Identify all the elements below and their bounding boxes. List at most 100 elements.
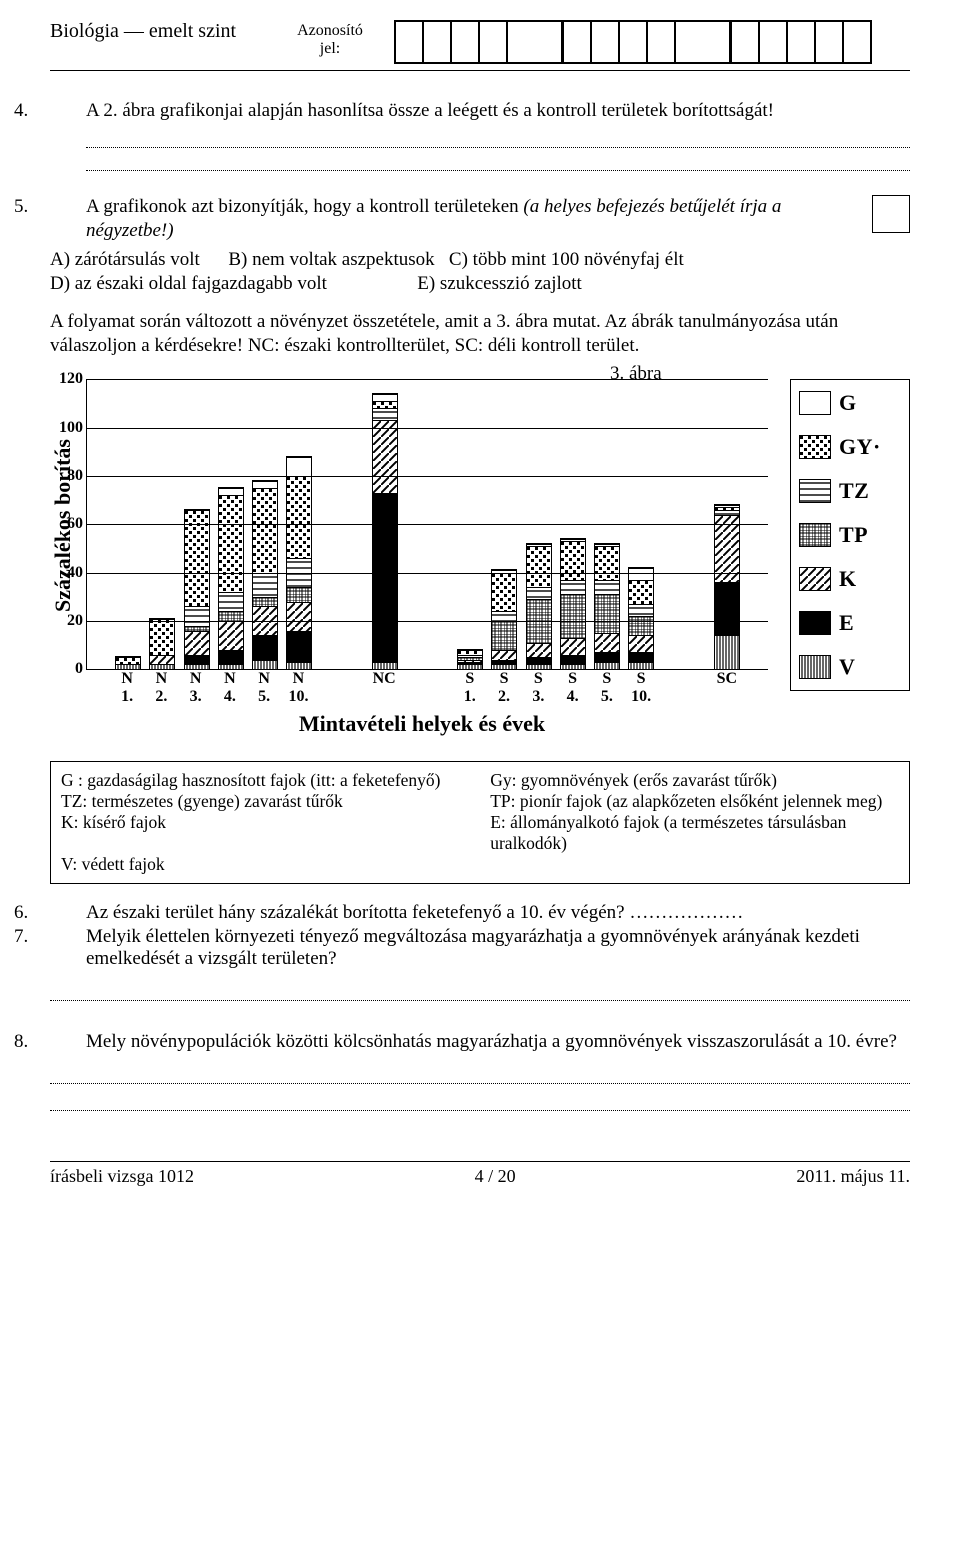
bar-segment-g [373, 394, 397, 401]
bar-segment-gy [116, 657, 140, 664]
question-5: 5.A grafikonok azt bizonyítják, hogy a k… [50, 195, 910, 296]
x-tick: S5. [590, 670, 624, 705]
footer-date: 2011. május 11. [796, 1166, 910, 1187]
bar-segment-v [595, 662, 619, 669]
bar [556, 538, 590, 669]
id-cell[interactable] [816, 22, 844, 62]
bar-segment-g [629, 568, 653, 580]
bar-segment-k [150, 655, 174, 665]
answer-line[interactable] [86, 147, 910, 148]
id-cell[interactable] [508, 22, 564, 62]
bar-segment-v [527, 664, 551, 669]
bar-segment-e [561, 655, 585, 665]
id-cell[interactable] [648, 22, 676, 62]
bar-segment-e [595, 652, 619, 662]
bar-segment-k [185, 631, 209, 655]
answer-line[interactable] [50, 1000, 910, 1001]
option-row: A) zárótársulás volt B) nem voltak aszpe… [50, 248, 860, 272]
bar-segment-tz [629, 604, 653, 616]
answer-line[interactable] [50, 1110, 910, 1111]
answer-line[interactable] [86, 170, 910, 171]
bar-segment-v [253, 660, 277, 670]
bar-segment-gy [561, 541, 585, 580]
id-cell[interactable] [788, 22, 816, 62]
bar-segment-tz [561, 580, 585, 595]
legend-swatch [799, 611, 831, 635]
bar-segment-gy [629, 580, 653, 604]
bar-segment-e [629, 652, 653, 662]
bar-segment-k [629, 635, 653, 652]
x-tick: S10. [624, 670, 658, 705]
x-tick: N5. [247, 670, 281, 705]
id-cell[interactable] [480, 22, 508, 62]
bar [368, 393, 402, 669]
bar-segment-v [561, 664, 585, 669]
y-tick: 100 [49, 419, 83, 437]
x-tick: S1. [453, 670, 487, 705]
y-tick: 20 [49, 612, 83, 630]
id-cell[interactable] [620, 22, 648, 62]
bar [111, 656, 145, 669]
question-8: 8.Mely növénypopulációk közötti kölcsönh… [50, 1031, 910, 1053]
answer-box[interactable] [872, 195, 910, 233]
option-row: D) az északi oldal fajgazdagabb volt E) … [50, 272, 860, 296]
legend-item-v: V [799, 654, 901, 680]
bar-segment-tp [287, 587, 311, 602]
id-grid[interactable] [394, 20, 872, 64]
bar-segment-v [150, 664, 174, 669]
bar-segment-gy [492, 573, 516, 612]
bar-segment-tz [253, 573, 277, 597]
legend-item-gy: GY· [799, 434, 901, 460]
bar-segment-tp [629, 616, 653, 635]
legend-swatch [799, 435, 831, 459]
bar-segment-k [492, 650, 516, 660]
question-6: 6.Az északi terület hány százalékát borí… [50, 902, 910, 924]
bar-segment-v [373, 662, 397, 669]
legend-item-g: G [799, 390, 901, 416]
x-tick: N4. [213, 670, 247, 705]
legend-label: TP [839, 522, 868, 548]
id-cell[interactable] [452, 22, 480, 62]
bar-segment-e [715, 582, 739, 635]
bar-segment-v [116, 664, 140, 669]
id-cell[interactable] [844, 22, 872, 62]
id-cell[interactable] [732, 22, 760, 62]
bar-segment-k [595, 633, 619, 652]
x-axis-label: Mintavételi helyek és évek [76, 711, 768, 737]
id-cell[interactable] [676, 22, 732, 62]
id-cell[interactable] [564, 22, 592, 62]
id-cell[interactable] [396, 22, 424, 62]
id-cell[interactable] [424, 22, 452, 62]
bar-segment-g [219, 488, 243, 495]
answer-line[interactable] [50, 1083, 910, 1084]
bar-segment-e [527, 657, 551, 664]
y-tick: 120 [49, 370, 83, 388]
bar [248, 480, 282, 669]
bar-segment-v [715, 635, 739, 669]
bar-segment-tz [492, 611, 516, 621]
x-tick: NC [367, 670, 401, 705]
x-tick: N1. [110, 670, 144, 705]
species-key: G : gazdaságilag hasznosított fajok (itt… [50, 761, 910, 884]
bar-segment-tz [219, 592, 243, 611]
bar-segment-tp [492, 621, 516, 650]
plot-area: 020406080100120 [86, 379, 768, 670]
bar-segment-tz [527, 587, 551, 599]
x-tick: N2. [144, 670, 178, 705]
id-cell[interactable] [760, 22, 788, 62]
y-tick: 40 [49, 564, 83, 582]
bar-segment-g [253, 481, 277, 488]
bar-segment-e [287, 631, 311, 662]
x-tick: S3. [521, 670, 555, 705]
bar-segment-k [373, 420, 397, 493]
bar-segment-tp [219, 611, 243, 621]
id-cell[interactable] [592, 22, 620, 62]
bar-segment-e [219, 650, 243, 665]
bar [590, 543, 624, 670]
bar [179, 509, 213, 669]
legend-swatch [799, 479, 831, 503]
page-footer: írásbeli vizsga 1012 4 / 20 2011. május … [50, 1161, 910, 1187]
x-tick: N10. [281, 670, 315, 705]
bar-segment-e [373, 493, 397, 662]
legend-label: E [839, 610, 854, 636]
